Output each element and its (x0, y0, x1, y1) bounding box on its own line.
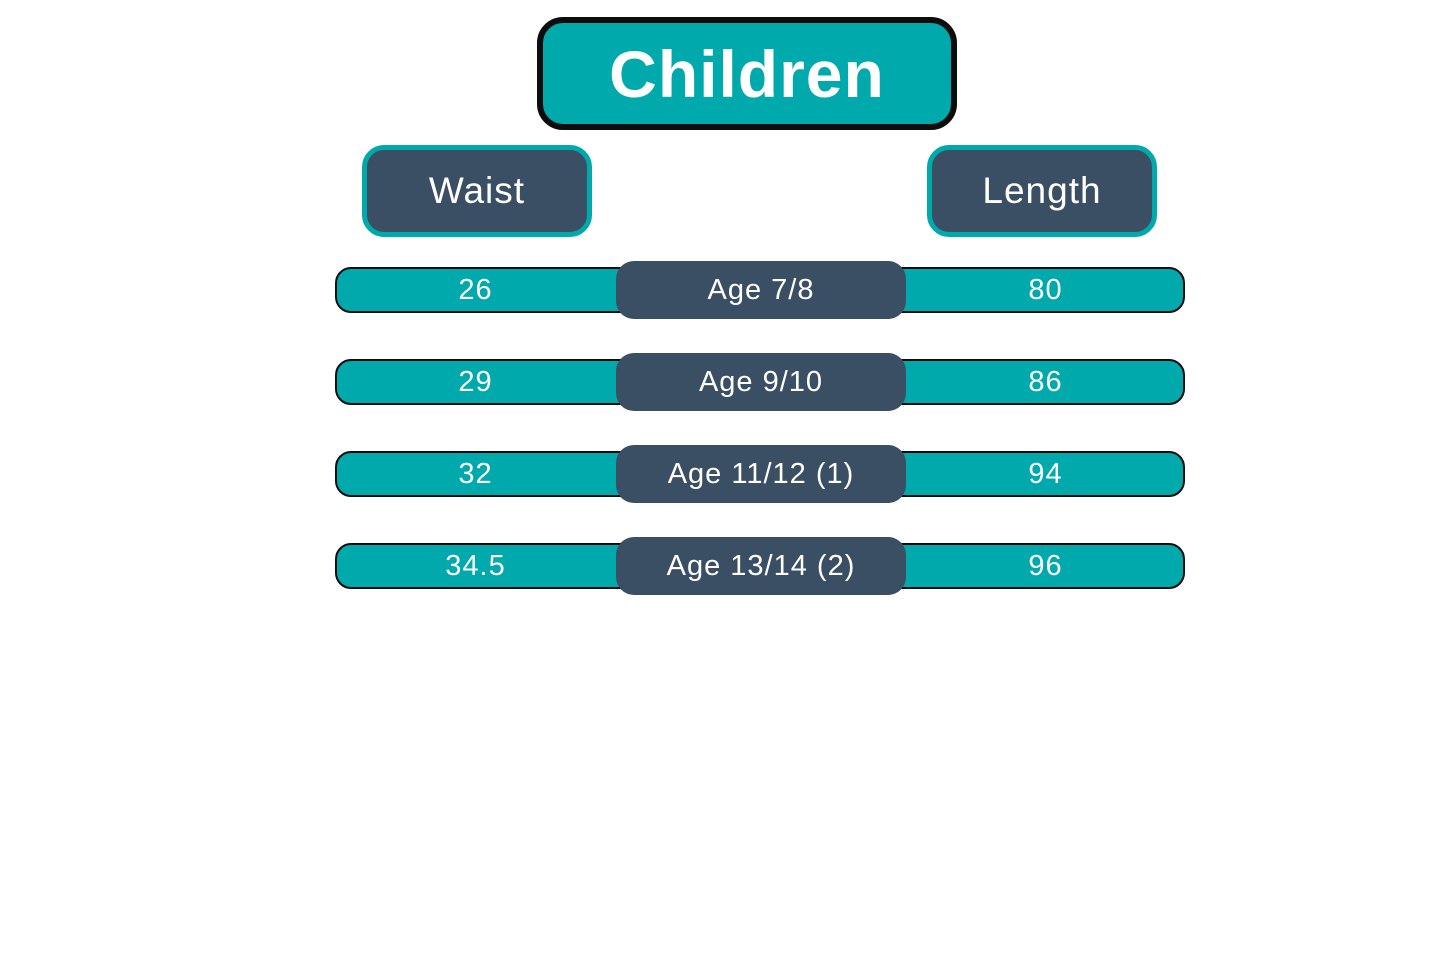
chart-title-box: Children (537, 17, 957, 130)
age-pill: Age 7/8 (616, 261, 906, 319)
age-pill: Age 9/10 (616, 353, 906, 411)
waist-header-label: Waist (428, 170, 526, 211)
waist-cell: 26 (335, 267, 616, 313)
age-pill: Age 13/14 (2) (616, 537, 906, 595)
waist-cell: 29 (335, 359, 616, 405)
waist-value: 29 (458, 365, 493, 398)
length-value: 80 (1028, 273, 1063, 306)
length-header-label: Length (982, 170, 1102, 211)
waist-column-header: Waist (362, 145, 592, 237)
length-cell: 94 (906, 451, 1185, 497)
size-row: 26 Age 7/8 80 (335, 261, 1185, 319)
age-label: Age 9/10 (698, 365, 824, 398)
length-value: 86 (1028, 365, 1063, 398)
chart-title: Children (609, 36, 885, 111)
size-row: 32 Age 11/12 (1) 94 (335, 445, 1185, 503)
waist-value: 32 (458, 457, 493, 490)
age-pill: Age 11/12 (1) (616, 445, 906, 503)
size-row: 34.5 Age 13/14 (2) 96 (335, 537, 1185, 595)
age-label: Age 11/12 (1) (667, 457, 855, 490)
length-cell: 80 (906, 267, 1185, 313)
waist-cell: 32 (335, 451, 616, 497)
length-cell: 86 (906, 359, 1185, 405)
waist-cell: 34.5 (335, 543, 616, 589)
size-row: 29 Age 9/10 86 (335, 353, 1185, 411)
waist-value: 34.5 (445, 549, 506, 582)
size-rows: 26 Age 7/8 80 29 Age 9/10 86 32 Age 11/1… (335, 261, 1185, 595)
length-cell: 96 (906, 543, 1185, 589)
length-column-header: Length (927, 145, 1157, 237)
age-label: Age 7/8 (707, 273, 815, 306)
age-label: Age 13/14 (2) (666, 549, 856, 582)
length-value: 96 (1028, 549, 1063, 582)
waist-value: 26 (458, 273, 493, 306)
length-value: 94 (1028, 457, 1063, 490)
